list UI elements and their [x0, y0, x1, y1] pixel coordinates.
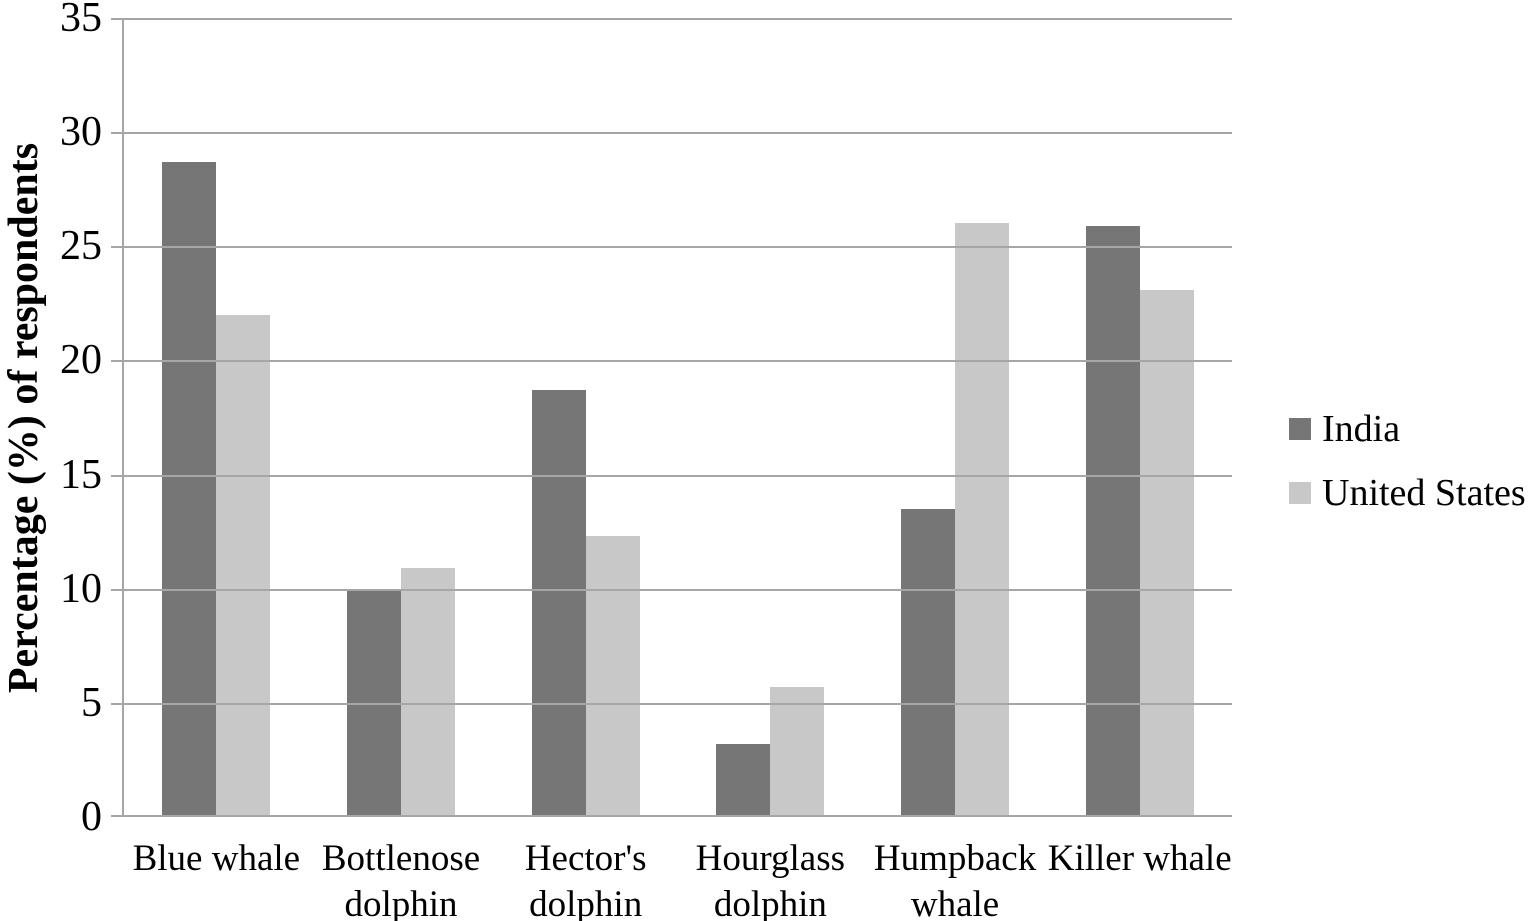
bar-india-hector-s-dolphin [531, 390, 586, 817]
gridline-y-10 [124, 588, 1232, 591]
x-axis-category-labels: Blue whale Bottlenose dolphin Hector's dolph… [124, 836, 1232, 921]
bar-india-blue-whale [162, 161, 217, 817]
legend-swatch-united-states [1289, 482, 1311, 504]
legend-label-united-states: United States [1322, 472, 1526, 514]
y-tick-30 [111, 132, 124, 135]
y-axis-tick-label-20: 20 [60, 337, 102, 384]
plot-area [111, 18, 1232, 817]
gridline-y-15 [124, 474, 1232, 477]
bar-group-bottlenose-dolphin [309, 18, 494, 817]
x-axis-category-label-bottlenose-dolphin: Bottlenose dolphin [321, 838, 481, 921]
legend-label-india: India [1322, 408, 1401, 450]
y-axis-tick-labels: 0 5 10 15 20 25 30 35 [0, 0, 102, 838]
bar-group-hector-s-dolphin [493, 18, 678, 817]
legend-item-india: India [1289, 407, 1526, 451]
bar-united-states-killer-whale [1139, 289, 1194, 817]
x-axis-line [124, 815, 1232, 817]
y-axis-tick-label-30: 30 [60, 109, 102, 156]
x-axis-category-label-blue-whale: Blue whale [132, 838, 301, 879]
legend-swatch-india [1289, 418, 1311, 440]
y-tick-25 [111, 246, 124, 249]
bar-group-hourglass-dolphin [678, 18, 863, 817]
bar-united-states-hourglass-dolphin [770, 686, 825, 817]
bar-united-states-hector-s-dolphin [585, 536, 640, 817]
bar-group-blue-whale [124, 18, 309, 817]
bar-united-states-bottlenose-dolphin [401, 568, 455, 817]
x-axis-category-label-humpback-whale: Humpback whale [873, 838, 1037, 921]
gridline-y-20 [124, 360, 1232, 363]
y-axis-tick-label-10: 10 [60, 565, 102, 612]
y-axis-tick-label-0: 0 [81, 794, 102, 840]
y-tick-35 [111, 18, 124, 20]
y-axis-line [122, 18, 124, 817]
gridline-y-35 [124, 18, 1232, 20]
y-tick-20 [111, 360, 124, 363]
y-axis-tick-label-5: 5 [81, 679, 102, 726]
bar-india-humpback-whale [901, 508, 956, 817]
y-tick-15 [111, 474, 124, 477]
y-tick-0 [111, 815, 124, 817]
bar-groups [124, 18, 1232, 817]
y-axis-tick-label-15: 15 [60, 451, 102, 498]
bar-united-states-blue-whale [216, 314, 271, 817]
gridline-y-25 [124, 246, 1232, 249]
x-axis-category-label-hourglass-dolphin: Hourglass dolphin [695, 838, 846, 921]
bar-group-killer-whale [1047, 18, 1232, 817]
bar-united-states-humpback-whale [955, 223, 1010, 817]
x-axis-category-label-hector-s-dolphin: Hector's dolphin [524, 838, 647, 921]
bar-group-humpback-whale [863, 18, 1048, 817]
y-tick-10 [111, 588, 124, 591]
gridline-y-30 [124, 132, 1232, 135]
bar-india-killer-whale [1085, 225, 1140, 817]
bar-india-hourglass-dolphin [716, 743, 771, 817]
y-axis-tick-label-25: 25 [60, 223, 102, 270]
y-tick-5 [111, 702, 124, 705]
x-axis-category-label-killer-whale: Killer whale [1047, 838, 1232, 879]
y-axis-tick-label-35: 35 [60, 0, 102, 41]
legend-item-united-states: United States [1289, 471, 1526, 515]
gridline-y-5 [124, 702, 1232, 705]
legend: India United States [1289, 407, 1526, 515]
